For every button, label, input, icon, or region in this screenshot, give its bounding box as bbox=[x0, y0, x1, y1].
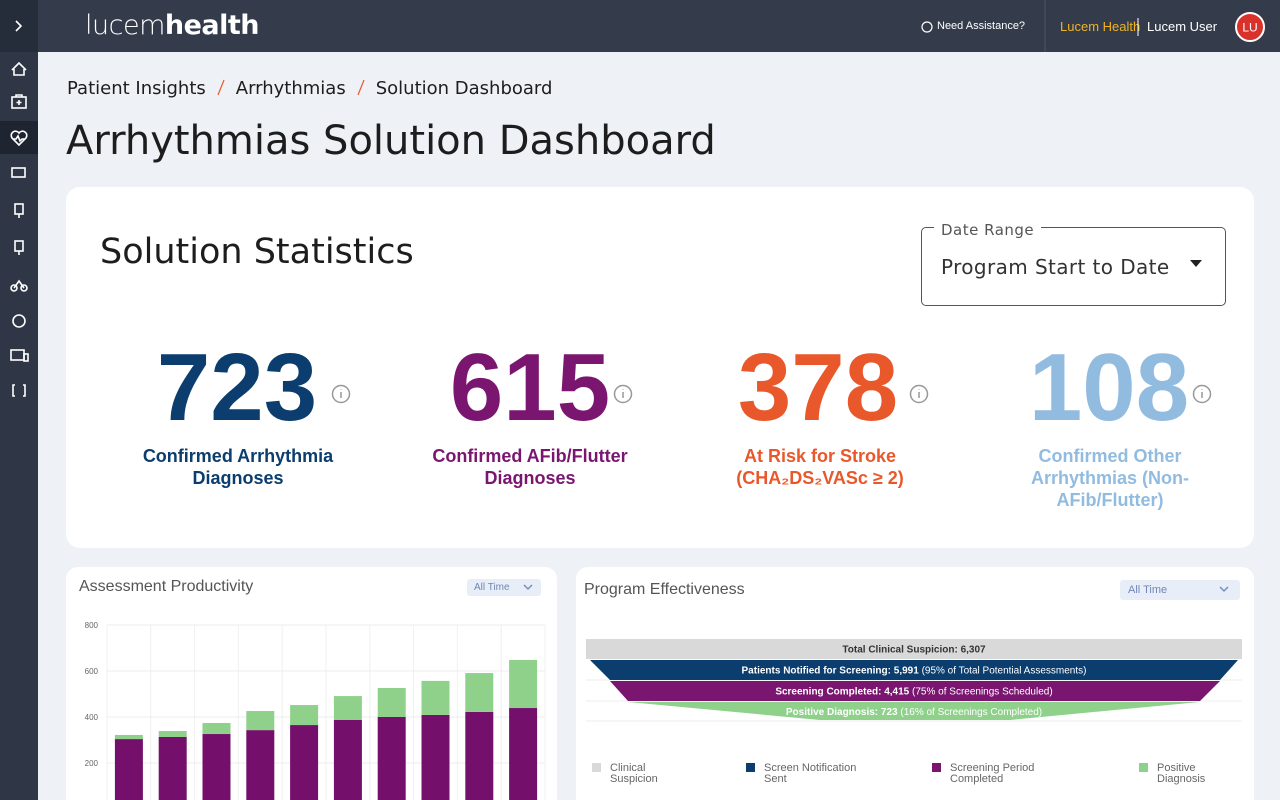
funnel-label-main: Total Clinical Suspicion: 6,307 bbox=[842, 645, 986, 656]
organization[interactable]: Lucem Health bbox=[1060, 19, 1141, 34]
chart-title: Assessment Productivity bbox=[79, 578, 254, 595]
legend-label: Screening Period Completed bbox=[950, 762, 1035, 785]
funnel-label: Positive Diagnosis: 723 (16% of Screenin… bbox=[786, 707, 1042, 718]
bar-segment bbox=[114, 734, 143, 740]
funnel-label: Patients Notified for Screening: 5,991 (… bbox=[742, 666, 1087, 677]
crumb[interactable]: Arrhythmias bbox=[235, 78, 346, 99]
bar-segment bbox=[509, 659, 538, 709]
stat-value: 108 bbox=[1028, 334, 1190, 441]
productivity-chart: 200 400 600 800 bbox=[85, 621, 546, 800]
y-tick-label: 400 bbox=[85, 713, 99, 722]
bar-segment bbox=[421, 680, 450, 715]
legend-label: Screen Notification Sent bbox=[764, 762, 857, 785]
info-icons bbox=[331, 384, 1212, 404]
bar-segment bbox=[114, 739, 143, 800]
stat-value: 615 bbox=[449, 334, 611, 441]
funnel-label: Total Clinical Suspicion: 6,307 bbox=[842, 645, 986, 656]
user-name[interactable]: Lucem User bbox=[1147, 19, 1218, 34]
bar-segment bbox=[377, 717, 406, 800]
help-link[interactable]: Need Assistance? bbox=[937, 20, 1026, 32]
funnel-label: Screening Completed: 4,415 (75% of Scree… bbox=[775, 687, 1052, 698]
y-tick-label: 800 bbox=[85, 621, 99, 630]
help-icon bbox=[921, 21, 933, 33]
breadcrumb: Patient Insights Arrhythmias Solution Dash… bbox=[67, 78, 552, 99]
crumb: Solution Dashboard bbox=[375, 78, 553, 99]
stat-value: 723 bbox=[156, 334, 318, 441]
y-tick-label: 200 bbox=[85, 759, 99, 768]
dropdown-caret bbox=[1190, 260, 1202, 267]
funnel-stage bbox=[586, 639, 1242, 659]
filter-value: All Time bbox=[1128, 584, 1168, 596]
stat-value: 378 bbox=[737, 334, 899, 441]
legend-label: Positive Diagnosis bbox=[1157, 762, 1206, 785]
sidebar-icons bbox=[10, 20, 29, 397]
bar-segment bbox=[246, 711, 275, 731]
filter-select[interactable] bbox=[1120, 580, 1240, 600]
legend-swatch bbox=[592, 763, 601, 772]
bar-segment bbox=[290, 705, 319, 726]
date-range-label: Date Range bbox=[934, 221, 1042, 239]
funnel-stage bbox=[628, 702, 1200, 720]
bar-segment bbox=[202, 734, 231, 800]
page-title: Arrhythmias Solution Dashboard bbox=[66, 118, 716, 164]
separator bbox=[217, 79, 225, 96]
chevrons bbox=[523, 584, 1229, 592]
stats-card bbox=[66, 187, 1254, 548]
stat-label: At Risk for Stroke (CHA₂DS₂VASc ≥ 2) bbox=[736, 446, 904, 488]
legend-swatch bbox=[1139, 763, 1148, 772]
logo-light: lucem bbox=[85, 10, 165, 41]
logo: lucemhealth bbox=[85, 10, 260, 41]
stat-label: Confirmed AFib/Flutter Diagnoses bbox=[432, 446, 628, 488]
filter-select[interactable] bbox=[467, 579, 541, 596]
bar-segment bbox=[202, 722, 231, 735]
bar-segment bbox=[509, 708, 538, 800]
funnel-label-main: Patients Notified for Screening: 5,991 bbox=[742, 666, 920, 677]
top-bar bbox=[38, 0, 1280, 52]
funnel-label-note: (95% of Total Potential Assessments) bbox=[922, 666, 1087, 677]
separator bbox=[357, 79, 365, 96]
funnel-label-main: Positive Diagnosis: 723 bbox=[786, 707, 898, 718]
sidebar-toggle[interactable] bbox=[0, 0, 38, 52]
logo-bold: health bbox=[164, 10, 260, 41]
bar-segment bbox=[421, 714, 450, 800]
stat-label: Confirmed Other Arrhythmias (Non-AFib/Fl… bbox=[1030, 446, 1189, 510]
funnel-label-main: Screening Completed: 4,415 bbox=[775, 687, 909, 698]
bar-segment bbox=[158, 737, 187, 800]
bar-segment bbox=[465, 711, 494, 800]
bar-segment bbox=[290, 725, 319, 800]
bar-segment bbox=[246, 730, 275, 800]
funnel-stage bbox=[590, 660, 1238, 680]
legend-swatch bbox=[932, 763, 941, 772]
panel-title: Program Effectiveness bbox=[584, 581, 745, 598]
funnel-stage bbox=[610, 681, 1220, 701]
funnel-label-note: (75% of Screenings Scheduled) bbox=[912, 687, 1053, 698]
crumb[interactable]: Patient Insights bbox=[67, 78, 206, 99]
bar-segment bbox=[377, 688, 406, 717]
avatar-initials: LU bbox=[1242, 21, 1257, 35]
legend-swatch bbox=[746, 763, 755, 772]
bar-segment bbox=[333, 719, 362, 800]
legend-label: Clinical Suspicion bbox=[610, 762, 658, 785]
stat-label: Confirmed Arrhythmia Diagnoses bbox=[142, 446, 334, 488]
bar-segment bbox=[158, 731, 187, 738]
y-tick-label: 600 bbox=[85, 667, 99, 676]
bar-segment bbox=[465, 673, 494, 712]
date-range-value: Program Start to Date bbox=[941, 255, 1170, 279]
bar-segment bbox=[333, 696, 362, 720]
stats-title: Solution Statistics bbox=[100, 232, 414, 272]
filter-value: All Time bbox=[474, 582, 510, 593]
avatar[interactable] bbox=[1235, 12, 1265, 42]
date-range-select[interactable] bbox=[921, 227, 1226, 306]
funnel-label-note: (16% of Screenings Completed) bbox=[900, 707, 1042, 718]
